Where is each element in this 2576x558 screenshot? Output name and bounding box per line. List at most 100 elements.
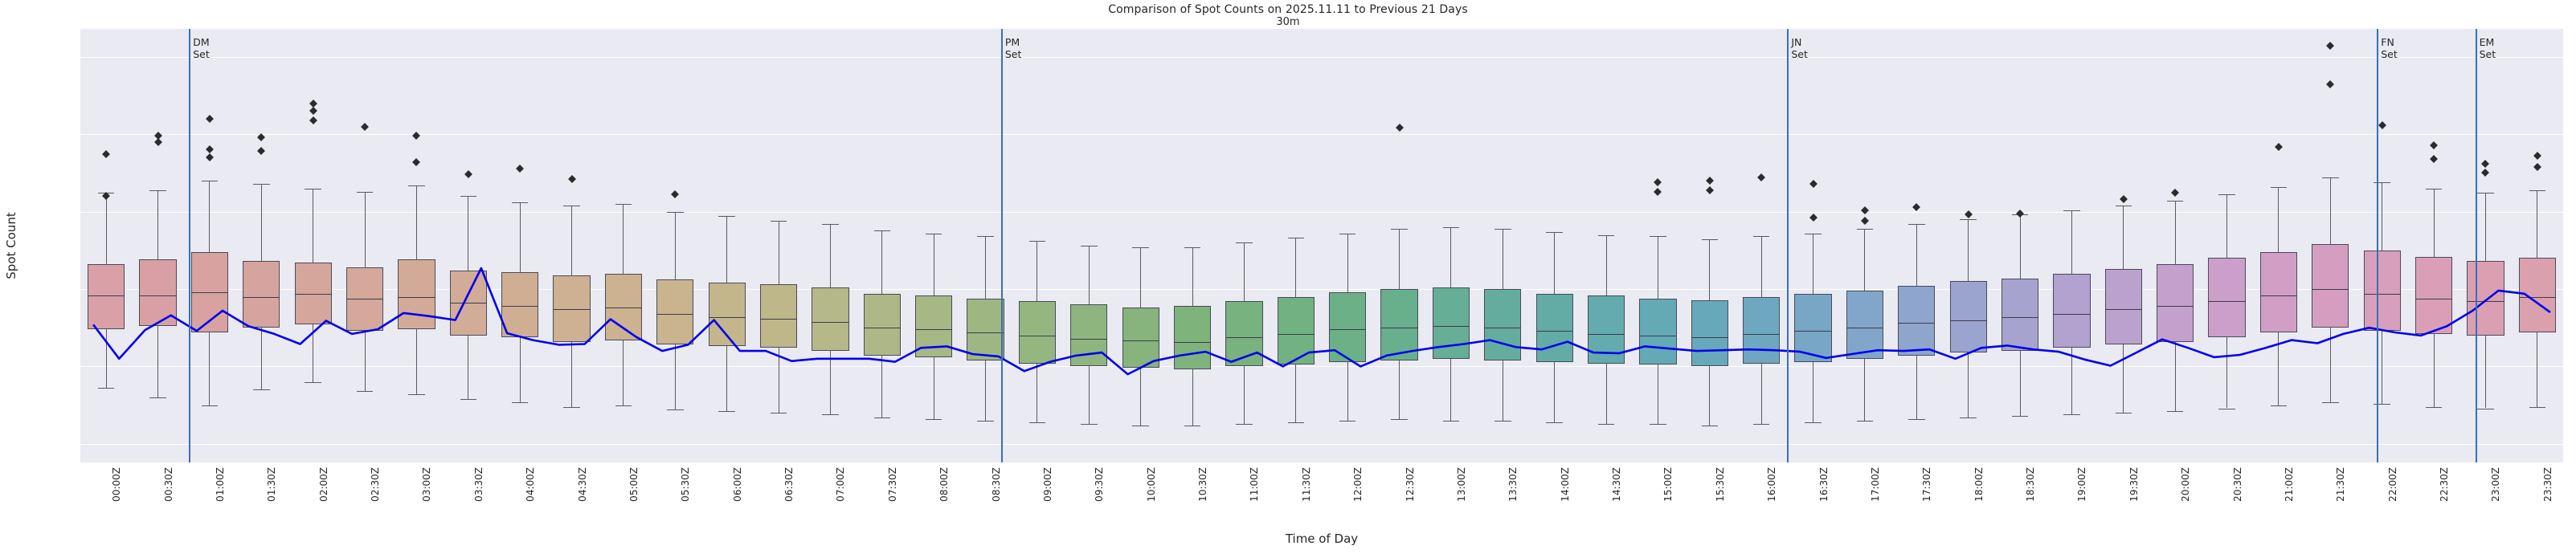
boxplot-whisker-cap: [1442, 420, 1460, 422]
today-spot-count-line: [92, 267, 2551, 376]
boxplot-whisker-cap: [822, 414, 839, 416]
boxplot-whisker-cap: [1236, 242, 1253, 244]
boxplot-whisker-cap: [2374, 181, 2390, 183]
boxplot-whisker-cap: [201, 405, 219, 406]
boxplot-median: [1225, 336, 1263, 338]
boxplot-median: [2312, 289, 2349, 290]
chart-title: Comparison of Spot Counts on 2025.11.11 …: [1108, 3, 1468, 16]
boxplot-box: [1743, 296, 1781, 364]
boxplot-whisker-cap: [2425, 406, 2443, 408]
boxplot-box: [2157, 264, 2194, 342]
boxplot-whisker-cap: [1391, 228, 1408, 230]
x-axis-tick-label: 06:30Z: [783, 467, 795, 502]
boxplot-whisker-cap: [511, 401, 529, 403]
x-axis-tick-label: 13:30Z: [1507, 467, 1519, 502]
boxplot-whisker-cap: [2529, 406, 2545, 408]
boxplot-median: [1691, 336, 1728, 338]
x-axis-tick-label: 19:30Z: [2128, 467, 2140, 502]
boxplot-box: [1846, 290, 1884, 359]
x-axis-tick-label: 07:00Z: [835, 467, 847, 502]
boxplot-median: [2208, 301, 2246, 303]
x-axis-tick-label: 13:00Z: [1455, 467, 1467, 502]
boxplot-whisker-cap: [1752, 236, 1770, 238]
boxplot-whisker-cap: [2218, 194, 2235, 196]
boxplot-whisker-cap: [1494, 228, 1511, 230]
boxplot-whisker-cap: [408, 185, 425, 186]
x-axis-tick-label: 14:00Z: [1559, 467, 1571, 502]
x-axis-tick-label: 00:30Z: [162, 467, 174, 502]
boxplot-box: [2259, 251, 2298, 332]
boxplot-whisker-cap: [2063, 210, 2080, 211]
x-axis-tick-label: 22:30Z: [2439, 467, 2451, 502]
x-axis-tick-label: 17:30Z: [1921, 467, 1933, 502]
x-axis-tick-label: 16:00Z: [1766, 467, 1778, 502]
x-axis-tick-label: 12:30Z: [1404, 467, 1416, 502]
gridline: [80, 56, 2563, 58]
gridline: [80, 211, 2563, 213]
boxplot-whisker-cap: [1856, 420, 1874, 422]
boxplot-box: [863, 293, 901, 356]
boxplot-whisker-cap: [1132, 246, 1149, 248]
boxplot-median: [2259, 295, 2298, 296]
boxplot-box: [294, 263, 332, 325]
boxplot-box: [1794, 293, 1832, 362]
boxplot-median: [656, 313, 694, 315]
x-axis-tick-label: 07:30Z: [886, 467, 898, 502]
boxplot-median: [1535, 331, 1573, 332]
x-axis-tick-label: 05:00Z: [628, 467, 640, 502]
boxplot-box: [1484, 289, 1522, 360]
gridline: [80, 289, 2563, 290]
boxplot-median: [915, 329, 953, 331]
x-axis-tick-label: 10:00Z: [1145, 467, 1157, 502]
boxplot-whisker-cap: [511, 202, 529, 203]
boxplot-whisker-cap: [356, 391, 374, 393]
event-line-pm: [1000, 29, 1003, 462]
boxplot-whisker-cap: [2270, 186, 2288, 188]
x-axis-tick-label: 00:00Z: [111, 467, 123, 502]
boxplot-median: [1122, 340, 1159, 341]
boxplot-whisker-cap: [2063, 414, 2080, 416]
boxplot-median: [294, 293, 332, 295]
boxplot-whisker-cap: [460, 196, 476, 198]
boxplot-whisker-cap: [356, 191, 374, 193]
x-axis-tick-label: 02:30Z: [370, 467, 382, 502]
x-axis-tick-label: 03:00Z: [421, 467, 433, 502]
x-axis-tick-label: 22:00Z: [2386, 467, 2398, 502]
boxplot-box: [2312, 244, 2349, 328]
x-axis-tick-label: 23:30Z: [2541, 467, 2554, 502]
boxplot-box: [243, 261, 280, 328]
x-axis-tick-label: 09:30Z: [1094, 467, 1106, 502]
boxplot-whisker-cap: [615, 203, 632, 205]
boxplot-median: [1743, 333, 1781, 335]
boxplot-median: [1794, 331, 1832, 332]
boxplot-whisker-cap: [2529, 189, 2545, 191]
boxplot-box: [1173, 306, 1212, 370]
event-line-dm: [189, 29, 191, 462]
boxplot-whisker-cap: [667, 211, 684, 213]
x-axis-tick-label: 23:00Z: [2490, 467, 2502, 502]
boxplot-median: [243, 296, 280, 298]
boxplot-whisker-cap: [1028, 241, 1046, 242]
boxplot-whisker-cap: [615, 405, 632, 406]
event-line-jn: [1787, 29, 1789, 462]
x-axis-tick-label: 08:00Z: [938, 467, 951, 502]
boxplot-whisker-cap: [977, 420, 994, 422]
boxplot-box: [2414, 256, 2453, 334]
boxplot-median: [553, 309, 591, 311]
event-line-em: [2475, 29, 2477, 462]
boxplot-whisker-cap: [1908, 224, 1925, 225]
gridline: [80, 134, 2563, 136]
boxplot-box: [812, 287, 849, 352]
boxplot-whisker-cap: [1960, 417, 1977, 419]
boxplot-median: [139, 295, 177, 296]
boxplot-whisker-cap: [2166, 411, 2184, 413]
x-axis-tick-label: 21:00Z: [2283, 467, 2295, 502]
boxplot-box: [1898, 286, 1936, 356]
boxplot-whisker-cap: [1752, 423, 1770, 425]
x-axis-tick-label: 06:00Z: [731, 467, 743, 502]
boxplot-median: [1277, 333, 1315, 335]
x-axis-tick-label: 04:00Z: [525, 467, 537, 502]
boxplot-whisker-cap: [253, 389, 270, 391]
boxplot-whisker-cap: [873, 417, 890, 419]
boxplot-whisker-cap: [1339, 420, 1356, 422]
